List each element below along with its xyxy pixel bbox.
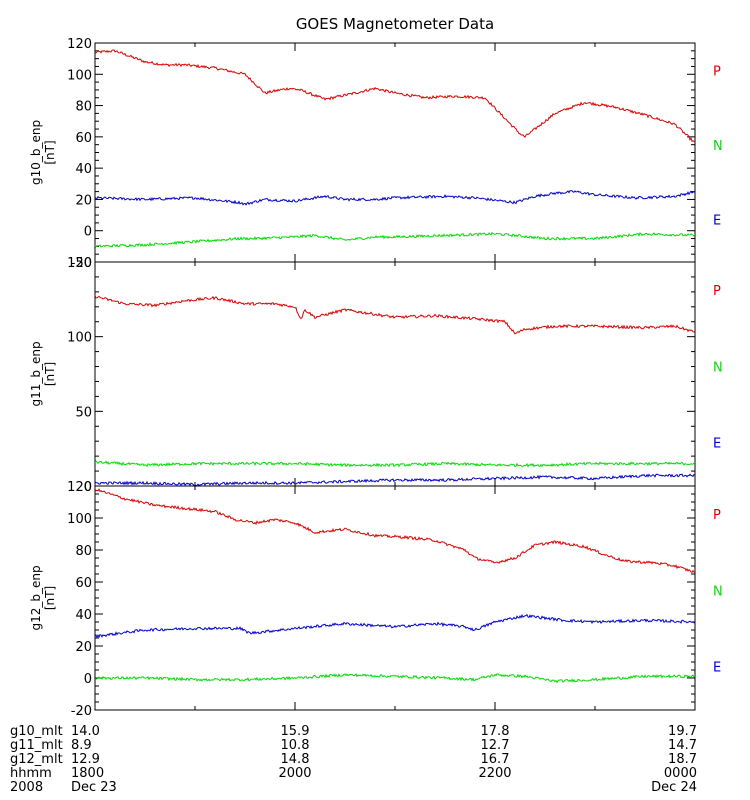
series-P-line	[95, 295, 695, 335]
x-tick-label: 15.9	[281, 724, 310, 739]
y-tick-label: 50	[75, 405, 92, 420]
legend-N: N	[713, 360, 723, 375]
y-tick-label: 100	[67, 331, 92, 346]
x-tick-label: 14.0	[71, 724, 100, 739]
x-row-label: g12_mlt	[10, 752, 63, 767]
legend-N: N	[713, 584, 723, 599]
x-tick-label: 12.9	[71, 752, 100, 767]
legend-P: P	[713, 508, 721, 523]
series-P-line	[95, 49, 695, 143]
panel-3: -20 0 20 40 60 80 100 120 g12_b_enp [nT] P N E	[29, 480, 723, 719]
y-tick-label: 40	[75, 608, 92, 623]
x-row-label: 2008	[10, 780, 43, 795]
x-tick-label: 14.8	[281, 752, 310, 767]
y-tick-label: 80	[75, 544, 92, 559]
legend-N: N	[713, 139, 723, 154]
y-tick-label: 150	[67, 256, 92, 271]
x-row-label: g10_mlt	[10, 724, 63, 739]
legend-P: P	[713, 64, 721, 79]
y-tick-label: 100	[67, 512, 92, 527]
y-tick-label: 100	[67, 68, 92, 83]
x-tick-label: 18.7	[668, 752, 697, 767]
y-axis-label: g11_b_enp	[29, 341, 43, 406]
series-N-line	[95, 672, 695, 684]
series-N-line	[95, 459, 695, 468]
x-tick-label: 2000	[278, 766, 311, 781]
y-axis-label: g10_b_enp	[29, 120, 43, 185]
series-P-line	[95, 488, 695, 574]
panel-1: -20 0 20 40 60 80 100 120 g10_b_enp [nT] P N E	[29, 37, 723, 271]
x-tick-label: 17.8	[481, 724, 510, 739]
x-tick-label: 14.7	[668, 738, 697, 753]
x-tick-label: 8.9	[71, 738, 92, 753]
series-E-line	[95, 473, 695, 486]
x-tick-label: 1800	[71, 766, 104, 781]
x-tick-label: 2200	[478, 766, 511, 781]
y-tick-label: 0	[84, 225, 92, 240]
chart-title: GOES Magnetometer Data	[296, 15, 494, 33]
y-axis-unit: [nT]	[43, 362, 57, 386]
panel-2: 0 50 100 150 g11_b_enp [nT] P N E	[29, 256, 723, 495]
y-tick-label: 120	[67, 480, 92, 495]
y-tick-label: 20	[75, 193, 92, 208]
y-tick-label: 120	[67, 37, 92, 52]
panel-frame	[94, 261, 696, 487]
y-axis-unit: [nT]	[43, 140, 57, 164]
series-E-line	[95, 190, 695, 206]
x-tick-label: 19.7	[668, 724, 697, 739]
legend-P: P	[713, 284, 721, 299]
x-tick-label: 12.7	[481, 738, 510, 753]
y-tick-label: -20	[71, 704, 92, 719]
x-row-label: hhmm	[10, 766, 52, 781]
y-tick-label: 40	[75, 162, 92, 177]
legend-E: E	[713, 660, 721, 675]
y-tick-label: 80	[75, 100, 92, 115]
series-N-line	[95, 231, 695, 249]
y-tick-label: -20	[71, 256, 92, 271]
panel-frame	[94, 42, 696, 263]
x-tick-label: Dec 24	[651, 780, 697, 795]
x-tick-label: Dec 23	[71, 780, 117, 795]
y-tick-label: 0	[84, 672, 92, 687]
y-axis-unit: [nT]	[43, 586, 57, 610]
series-E-line	[95, 613, 695, 639]
y-tick-label: 0	[84, 480, 92, 495]
legend-E: E	[713, 213, 721, 228]
y-tick-label: 20	[75, 640, 92, 655]
y-tick-label: 60	[75, 576, 92, 591]
x-tick-label: 16.7	[481, 752, 510, 767]
y-axis-label: g12_b_enp	[29, 565, 43, 630]
y-tick-label: 60	[75, 131, 92, 146]
x-tick-label: 10.8	[281, 738, 310, 753]
x-tick-label: 0000	[664, 766, 697, 781]
x-row-label: g11_mlt	[10, 738, 63, 753]
legend-E: E	[713, 436, 721, 451]
